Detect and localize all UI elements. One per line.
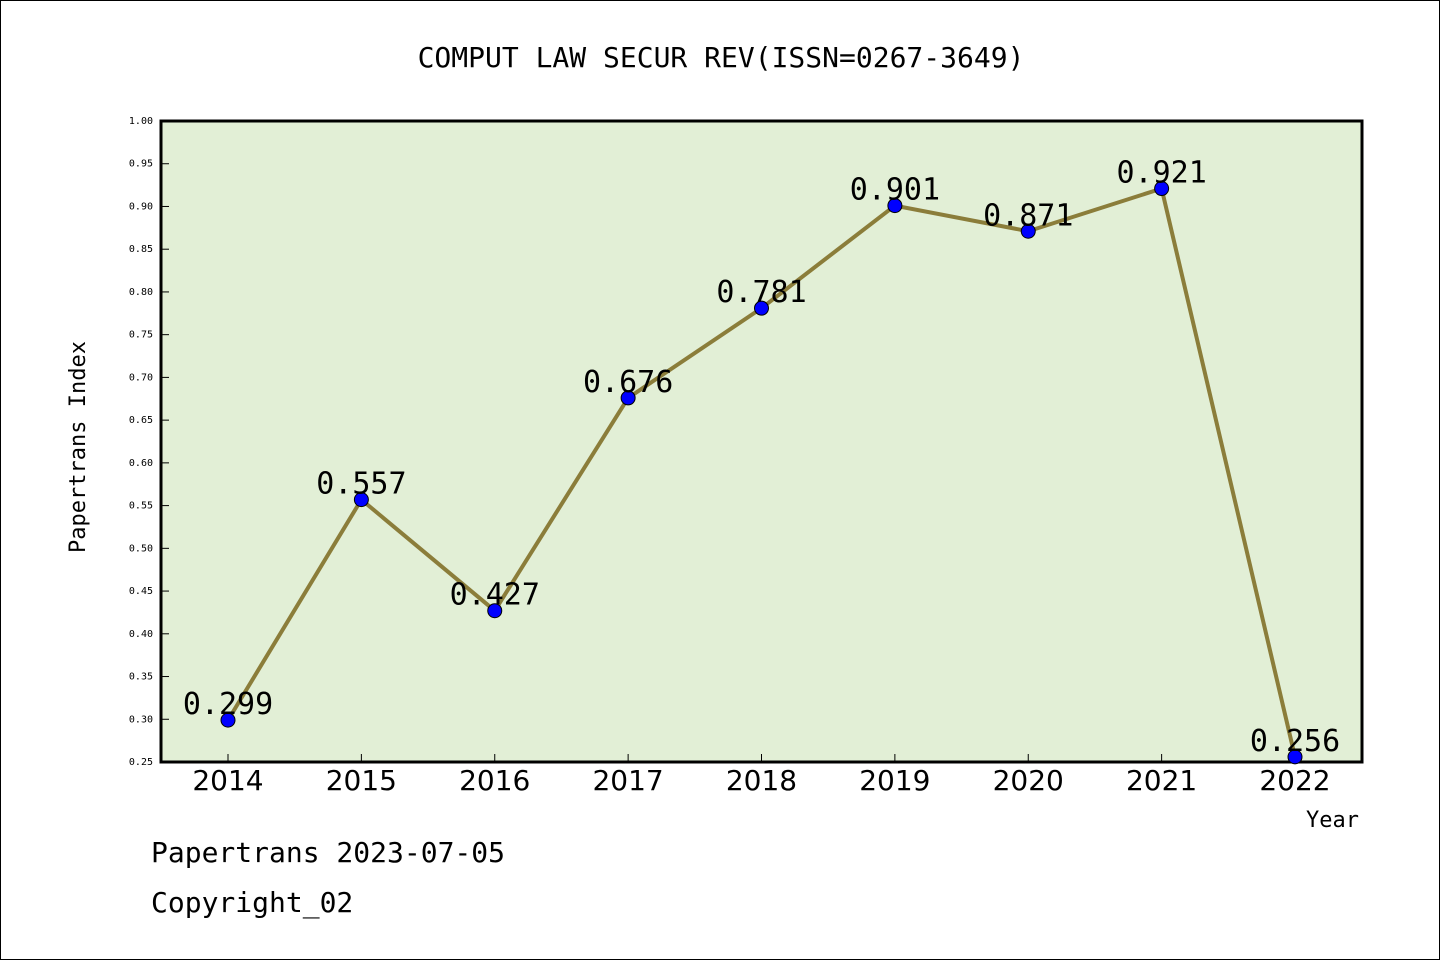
footer-copyright: Copyright_02 (151, 886, 354, 919)
footer-date: Papertrans 2023-07-05 (151, 836, 506, 869)
y-tick-label: 1.00 (129, 116, 153, 127)
data-point-2019 (887, 198, 903, 214)
data-label-2016: 0.427 (450, 578, 540, 613)
data-label-2020: 0.871 (983, 198, 1073, 233)
x-tick-label: 2018 (726, 764, 797, 797)
data-label-2021: 0.921 (1116, 156, 1206, 191)
data-point-2016 (487, 603, 503, 619)
y-tick-label: 0.95 (129, 159, 153, 170)
data-labels: 0.299 0.557 0.427 0.676 0.781 0.901 0.871 0.921… (183, 156, 1340, 759)
y-tick-label: 0.75 (129, 330, 153, 341)
data-markers (220, 181, 1303, 765)
y-tick-label: 0.40 (129, 629, 153, 640)
y-tick-label: 0.50 (129, 543, 153, 554)
data-label-2022: 0.256 (1250, 724, 1340, 759)
y-tick-label: 0.30 (129, 714, 153, 725)
y-tick-label: 0.90 (129, 201, 153, 212)
x-tick-label: 2019 (859, 764, 930, 797)
data-point-2020 (1020, 223, 1036, 239)
x-axis: 2014 2015 2016 2017 2018 2019 2020 2021 2022 (192, 754, 1331, 797)
data-label-2014: 0.299 (183, 687, 273, 722)
x-tick-label: 2015 (326, 764, 397, 797)
y-tick-label: 0.80 (129, 287, 153, 298)
chart-title: COMPUT LAW SECUR REV(ISSN=0267-3649) (418, 41, 1025, 74)
data-label-2019: 0.901 (850, 173, 940, 208)
data-point-2014 (220, 712, 236, 728)
y-tick-label: 0.65 (129, 415, 153, 426)
y-tick-label: 0.60 (129, 458, 153, 469)
y-axis-label: Papertrans Index (66, 341, 91, 553)
data-point-2022 (1287, 749, 1303, 765)
x-axis-label: Year (1306, 808, 1359, 833)
y-axis: 0.25 0.30 0.35 0.40 0.45 0.50 0.55 0.60 0.65 0.70… (129, 116, 169, 768)
x-tick-label: 2020 (993, 764, 1064, 797)
y-tick-label: 0.70 (129, 372, 153, 383)
x-tick-label: 2014 (192, 764, 263, 797)
y-tick-label: 0.35 (129, 672, 153, 683)
x-tick-label: 2022 (1259, 764, 1330, 797)
y-tick-label: 0.45 (129, 586, 153, 597)
y-tick-label: 0.55 (129, 501, 153, 512)
data-label-2015: 0.557 (316, 467, 406, 502)
data-point-2017 (620, 390, 636, 406)
data-point-2015 (353, 492, 369, 508)
y-tick-label: 0.85 (129, 244, 153, 255)
x-tick-label: 2021 (1126, 764, 1197, 797)
data-label-2017: 0.676 (583, 365, 673, 400)
data-label-2018: 0.781 (716, 275, 806, 310)
data-point-2021 (1154, 181, 1170, 197)
x-tick-label: 2017 (592, 764, 663, 797)
x-tick-label: 2016 (459, 764, 530, 797)
data-point-2018 (754, 300, 769, 316)
y-tick-label: 0.25 (129, 757, 153, 768)
plot-area (159, 119, 1364, 764)
